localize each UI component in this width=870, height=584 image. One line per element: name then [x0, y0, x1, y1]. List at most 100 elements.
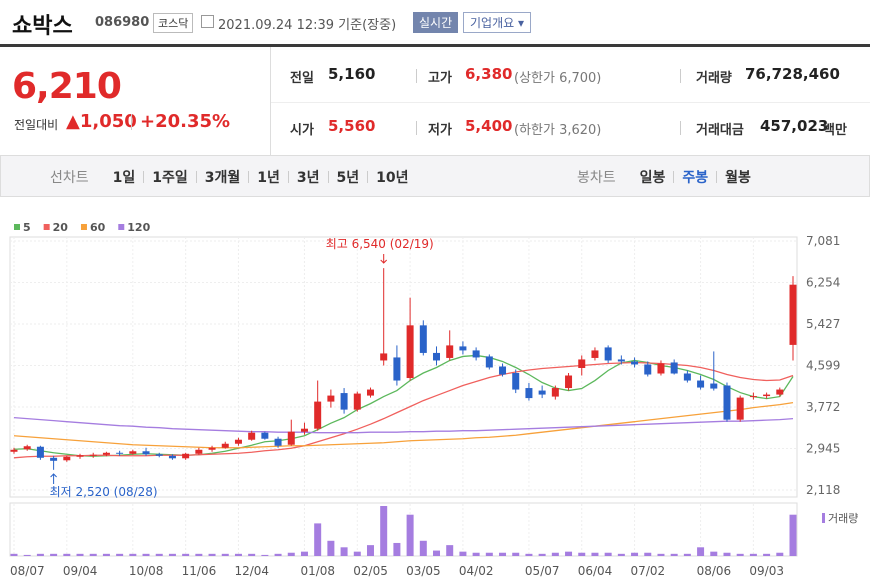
tab[interactable]: 1일 [112, 170, 136, 186]
volume-bar [499, 552, 507, 556]
tab-bar: 선차트 1일 1주일 3개월 1년 3년 5년 10년 봉차트 일봉 주봉 월봉 [0, 155, 870, 197]
volume-bar [565, 551, 573, 556]
current-price: 6,210 [12, 66, 122, 107]
stock-name: 쇼박스 [12, 14, 73, 39]
legend-swatch [14, 224, 20, 230]
candle-body [697, 380, 705, 388]
stat-label: 고가 [428, 71, 452, 86]
candle-body [314, 401, 322, 429]
candle-body [10, 449, 18, 452]
high-arrow [380, 254, 388, 264]
candle-body [300, 428, 308, 432]
candle-body [353, 393, 361, 410]
x-tick-label: 11/06 [182, 564, 217, 578]
volume-bar [538, 553, 546, 556]
volume-bar [63, 553, 71, 556]
candle-body [50, 457, 58, 461]
candle-body [287, 431, 295, 445]
y-tick-label: 4,599 [806, 359, 840, 373]
company-button-label: 기업개요 [470, 16, 515, 30]
divider [416, 121, 417, 135]
tab-separator [195, 171, 197, 183]
volume-bar [155, 553, 163, 556]
candle-body [591, 350, 599, 358]
x-tick-label: 02/05 [353, 564, 388, 578]
volume-bar [789, 514, 797, 556]
divider [416, 69, 417, 83]
stat-note: (상한가 6,700) [514, 71, 602, 86]
divider [680, 121, 681, 135]
candle-body [644, 364, 652, 375]
volume-bar [380, 506, 388, 556]
tab[interactable]: 월봉 [725, 170, 751, 186]
line-chart-tabs: 선차트 1일 1주일 3개월 1년 3년 5년 10년 [50, 167, 409, 187]
volume-bar [129, 553, 137, 556]
volume-bar [446, 545, 454, 556]
volume-bar [274, 553, 282, 556]
divider [131, 114, 132, 130]
candle-body [129, 451, 137, 454]
x-tick-label: 08/07 [10, 564, 45, 578]
volume-panel [9, 502, 798, 557]
candle-body [631, 361, 639, 365]
volume-bar [76, 553, 84, 556]
moving-average-line [13, 417, 794, 434]
candle-body [723, 385, 731, 420]
tab-heading: 봉차트 [577, 170, 616, 186]
volume-bar [763, 553, 771, 556]
candle-body [168, 455, 176, 459]
candle-body [327, 395, 335, 402]
volume-bar [433, 550, 441, 556]
tab[interactable]: 3년 [296, 170, 320, 186]
legend-label: 60 [90, 221, 106, 234]
tab[interactable]: 1년 [257, 170, 280, 186]
stock-code: 086980 [95, 15, 150, 30]
candle-body [23, 446, 31, 450]
company-button[interactable]: 기업개요 ▾ [463, 12, 532, 33]
tab[interactable]: 10년 [376, 170, 409, 186]
stat-value: 6,380 [465, 65, 513, 83]
x-tick-label: 08/06 [697, 564, 732, 578]
y-tick-label: 2,118 [806, 483, 840, 497]
candle-body [234, 439, 242, 444]
candle-body [736, 397, 744, 420]
volume-bar [578, 552, 586, 556]
change: ▲1,050 [66, 111, 137, 132]
x-tick-label: 06/04 [578, 564, 613, 578]
tab[interactable]: 3개월 [204, 170, 241, 186]
candle-body [116, 452, 124, 454]
tab[interactable]: 일봉 [639, 170, 666, 186]
stat-label: 거래대금 [696, 123, 744, 138]
candle-body [789, 284, 797, 345]
divider [270, 47, 271, 155]
tab[interactable]: 1주일 [152, 170, 188, 186]
volume-bar [340, 547, 348, 556]
high-annotation: 최고 6,540 (02/19) [326, 237, 434, 251]
volume-legend-label: 거래량 [828, 512, 858, 525]
moving-average-line [13, 361, 794, 459]
volume-bar [472, 552, 480, 556]
realtime-button[interactable]: 실시간 [413, 12, 459, 33]
volume-bar [234, 553, 242, 556]
volume-bar [710, 551, 718, 556]
candle-chart-tabs: 봉차트 일봉 주봉 월봉 [577, 167, 751, 187]
volume-bar [116, 553, 124, 556]
candle-body [221, 443, 229, 448]
volume-bar [683, 553, 691, 556]
calendar-icon [201, 15, 214, 28]
y-tick-label: 6,254 [806, 275, 840, 289]
tab-separator [143, 171, 145, 183]
stat-label: 거래량 [696, 71, 732, 86]
volume-bar [327, 540, 335, 556]
legend-swatch [43, 224, 50, 230]
volume-bar [776, 552, 784, 556]
volume-legend-swatch [822, 513, 825, 523]
volume-bar [591, 552, 599, 556]
divider [0, 44, 870, 47]
candle-body [710, 383, 718, 389]
tab[interactable]: 주봉 [682, 170, 709, 186]
tab[interactable]: 5년 [336, 170, 360, 186]
legend-label: 120 [127, 221, 150, 234]
volume-bar [419, 540, 427, 556]
candle-body [538, 390, 546, 395]
